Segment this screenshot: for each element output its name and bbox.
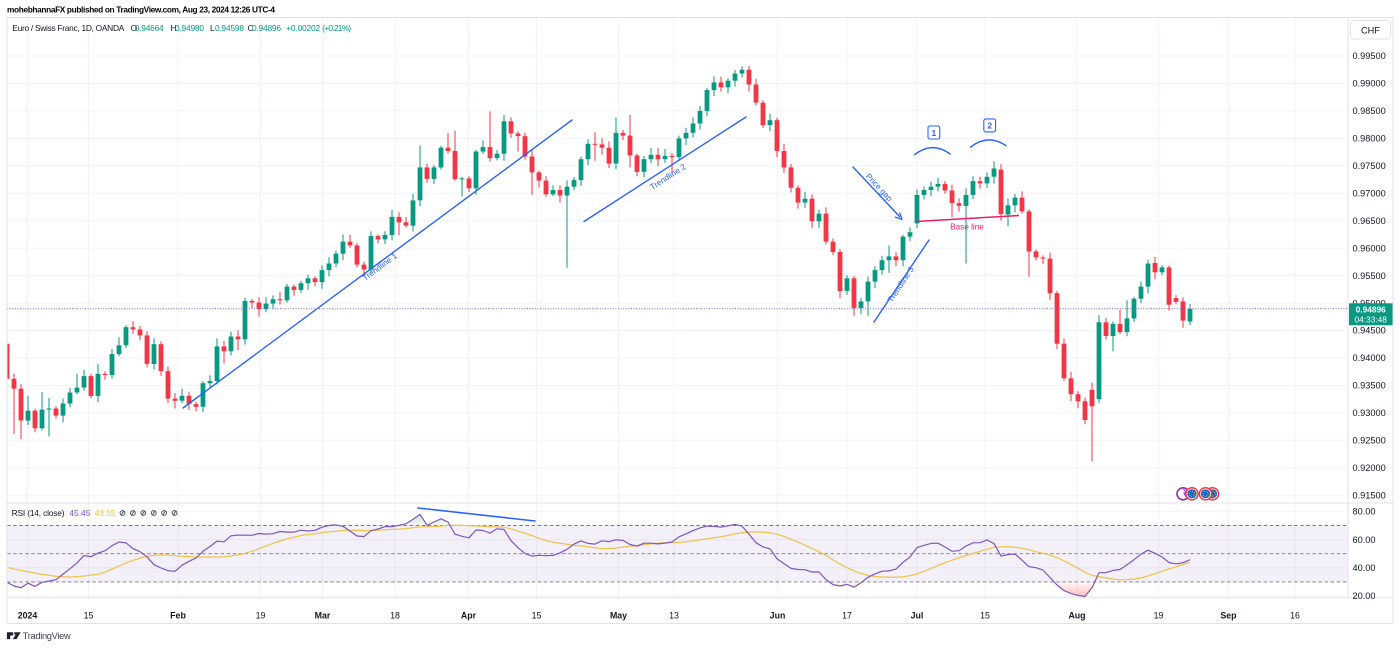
svg-text:+0.00202: +0.00202 [286, 23, 320, 33]
svg-text:0.94896: 0.94896 [252, 23, 281, 33]
svg-text:0.92500: 0.92500 [1353, 436, 1386, 446]
svg-text:0.96500: 0.96500 [1353, 216, 1386, 226]
svg-text:Jun: Jun [770, 610, 786, 620]
svg-text:0.94664: 0.94664 [135, 23, 164, 33]
svg-text:TradingView: TradingView [23, 631, 71, 641]
svg-text:2024: 2024 [18, 610, 38, 620]
svg-text:0.92000: 0.92000 [1353, 463, 1386, 473]
svg-text:0.94598: 0.94598 [215, 23, 244, 33]
svg-text:Mar: Mar [315, 610, 331, 620]
svg-text:0.95500: 0.95500 [1353, 271, 1386, 281]
svg-text:0.97000: 0.97000 [1353, 189, 1386, 199]
svg-text:15: 15 [532, 610, 542, 620]
svg-text:Aug: Aug [1068, 610, 1085, 620]
svg-text:0.94896: 0.94896 [1356, 304, 1386, 314]
svg-text:1: 1 [932, 128, 937, 138]
svg-text:0.97500: 0.97500 [1353, 161, 1386, 171]
svg-text:H: H [171, 23, 177, 33]
svg-text:L: L [210, 23, 215, 33]
svg-text:19: 19 [1154, 610, 1164, 620]
svg-text:Euro / Swiss Franc, 1D, OANDA: Euro / Swiss Franc, 1D, OANDA [12, 23, 124, 33]
svg-text:0.94000: 0.94000 [1353, 353, 1386, 363]
svg-text:43.55: 43.55 [95, 508, 116, 518]
svg-text:45.45: 45.45 [69, 508, 90, 518]
svg-text:04:33:48: 04:33:48 [1355, 314, 1388, 324]
svg-text:40.00: 40.00 [1353, 563, 1376, 573]
svg-text:Sep: Sep [1220, 610, 1237, 620]
svg-text:19: 19 [256, 610, 266, 620]
svg-text:Base line: Base line [950, 223, 984, 232]
svg-text:May: May [610, 610, 627, 620]
svg-text:17: 17 [842, 610, 852, 620]
svg-text:CHF: CHF [1361, 25, 1380, 35]
svg-text:0.94980: 0.94980 [175, 23, 204, 33]
svg-text:0.99000: 0.99000 [1353, 79, 1386, 89]
svg-text:0.96000: 0.96000 [1353, 243, 1386, 253]
svg-text:mohebhannaFX published on Trad: mohebhannaFX published on TradingView.co… [7, 5, 275, 15]
svg-text:Feb: Feb [170, 610, 186, 620]
svg-text:80.00: 80.00 [1353, 507, 1376, 517]
svg-text:60.00: 60.00 [1353, 535, 1376, 545]
svg-text:0.98500: 0.98500 [1353, 106, 1386, 116]
svg-text:0.98000: 0.98000 [1353, 134, 1386, 144]
svg-text:15: 15 [84, 610, 94, 620]
svg-text:0.93500: 0.93500 [1353, 381, 1386, 391]
svg-text:2: 2 [987, 121, 992, 131]
svg-text:C: C [248, 23, 254, 33]
svg-text:0.93000: 0.93000 [1353, 408, 1386, 418]
svg-text:O: O [131, 23, 138, 33]
svg-text:RSI (14, close): RSI (14, close) [12, 508, 65, 518]
svg-text:0.99500: 0.99500 [1353, 51, 1386, 61]
svg-text:Jul: Jul [911, 610, 924, 620]
svg-text:16: 16 [1290, 610, 1300, 620]
svg-text:13: 13 [669, 610, 679, 620]
svg-text:18: 18 [390, 610, 400, 620]
svg-text:0.94500: 0.94500 [1353, 326, 1386, 336]
svg-text:15: 15 [980, 610, 990, 620]
svg-text:(+0.21%): (+0.21%) [322, 23, 351, 33]
svg-text:0.91500: 0.91500 [1353, 490, 1386, 500]
svg-text:Apr: Apr [461, 610, 477, 620]
svg-text:20.00: 20.00 [1353, 591, 1376, 601]
